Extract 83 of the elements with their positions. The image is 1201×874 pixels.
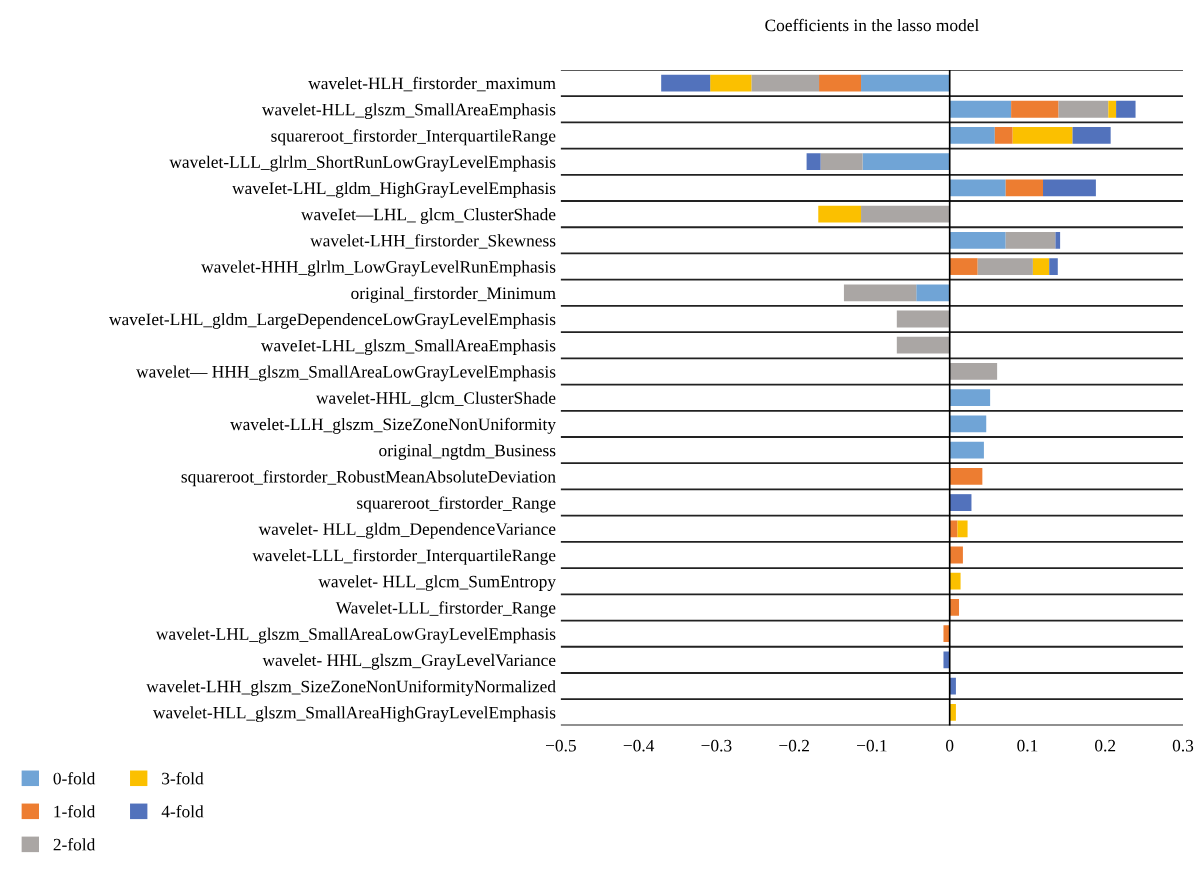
bar	[949, 494, 972, 511]
y-tick-label: wavelet-HLL_glszm_SmallAreaEmphasis	[261, 103, 556, 120]
x-tick-label: −0.2	[779, 739, 809, 752]
legend-label: 2-fold	[53, 838, 96, 851]
bar	[661, 74, 711, 92]
bar	[818, 205, 862, 223]
bar	[949, 415, 987, 433]
bar	[1049, 258, 1058, 275]
y-tick-label: wavelet-LLH_glszm_SizeZoneNonUniformity	[230, 417, 556, 434]
x-tick-label: 0.1	[1017, 739, 1038, 752]
bar	[806, 153, 821, 171]
bar	[949, 231, 1006, 249]
x-tick-label: 0	[946, 739, 954, 752]
bar	[949, 389, 991, 407]
y-tick-label: wavelet-LHL_glszm_SmallAreaLowGrayLevelEmphasis	[155, 627, 556, 644]
y-tick-label: wavelet-HLL_glszm_SmallAreaHighGrayLevelEmphasis	[152, 706, 556, 723]
y-tick-label: waveIet-LHL_gldm_LargeDependenceLowGrayLevelEmphasis	[108, 312, 556, 329]
bar	[896, 310, 950, 328]
y-tick-label: waveIet-LHL_glszm_SmallAreaEmphasis	[260, 339, 556, 355]
bar	[916, 284, 950, 302]
bar	[949, 258, 978, 275]
y-tick-label: wavelet-LLL_firstorder_InterquartileRange	[252, 548, 556, 565]
bar	[1012, 127, 1073, 144]
bar	[949, 127, 995, 144]
bar	[751, 74, 820, 92]
bar	[949, 441, 984, 459]
bar	[1072, 127, 1111, 144]
y-tick-label: waveIet—LHL_ glcm_ClusterShade	[300, 208, 556, 224]
bar	[994, 127, 1013, 144]
y-tick-label: wavelet- HHL_glszm_GrayLevelVariance	[262, 653, 556, 670]
y-tick-label: squareroot_firstorder_InterquartileRange	[271, 129, 556, 146]
bar	[862, 153, 950, 171]
y-tick-label: original_firstorder_Minimum	[351, 286, 556, 303]
y-tick-label: squareroot_firstorder_Range	[357, 496, 556, 513]
bar	[949, 363, 998, 380]
legend-label: 4-fold	[161, 805, 204, 818]
y-tick-label: wavelet-LHH_firstorder_Skewness	[310, 234, 556, 249]
x-tick-label: −0.5	[545, 739, 576, 752]
y-tick-label: wavelet- HLL_glcm_SumEntropy	[318, 575, 556, 591]
bar	[1108, 100, 1117, 118]
bar	[943, 651, 950, 669]
y-tick-label: squareroot_firstorder_RobustMeanAbsoluteDeviation	[181, 470, 556, 487]
y-tick-label: Wavelet-LLL_firstorder_Range	[335, 601, 556, 618]
bar	[1032, 258, 1050, 275]
bar	[1005, 231, 1056, 249]
bar	[943, 625, 950, 643]
bar	[949, 572, 961, 590]
bar	[1058, 100, 1109, 118]
legend-label: 1-fold	[54, 805, 96, 818]
x-tick-label: −0.3	[701, 739, 732, 752]
x-tick-label: 0.3	[1172, 739, 1194, 752]
y-tick-label: waveIet-LHL_gldm_HighGrayLevelEmphasis	[232, 181, 556, 198]
legend-label: 3-fold	[162, 772, 204, 785]
x-tick-label: −0.4	[623, 739, 655, 752]
bar	[819, 74, 862, 92]
x-tick-label: −0.1	[857, 739, 887, 752]
bar	[957, 520, 968, 538]
legend-label: 0-fold	[53, 772, 96, 785]
y-tick-label: wavelet-HHH_glrlm_LowGrayLevelRunEmphasis	[201, 260, 556, 277]
bar	[710, 74, 752, 92]
bar	[1005, 179, 1044, 197]
bar	[977, 258, 1033, 275]
bar	[949, 467, 983, 485]
bar	[1011, 100, 1059, 118]
y-tick-label: wavelet-LLL_glrlm_ShortRunLowGrayLevelEmphasis	[169, 155, 556, 172]
bar	[949, 100, 1012, 118]
y-tick-label: wavelet— HHH_glszm_SmallAreaLowGrayLevelEmphasis	[136, 365, 556, 382]
chart-title: Coefficients in the lasso model	[765, 18, 979, 32]
bar	[820, 153, 863, 171]
bar	[949, 179, 1006, 197]
y-tick-label: wavelet-LHH_glszm_SizeZoneNonUniformityNormalized	[146, 679, 556, 696]
bar	[896, 336, 950, 354]
bar	[1116, 100, 1136, 118]
y-tick-label: wavelet-HHL_glcm_ClusterShade	[315, 391, 556, 408]
y-tick-label: original_ngtdm_Business	[379, 444, 556, 460]
bar	[1043, 179, 1096, 197]
bar	[861, 205, 950, 223]
bar	[861, 74, 950, 92]
y-tick-label: wavelet-HLH_firstorder_maximum	[308, 76, 556, 92]
bar	[843, 284, 917, 302]
bar	[1055, 231, 1061, 249]
y-tick-label: wavelet- HLL_gldm_DependenceVariance	[258, 522, 556, 539]
x-tick-label: 0.2	[1095, 739, 1116, 752]
